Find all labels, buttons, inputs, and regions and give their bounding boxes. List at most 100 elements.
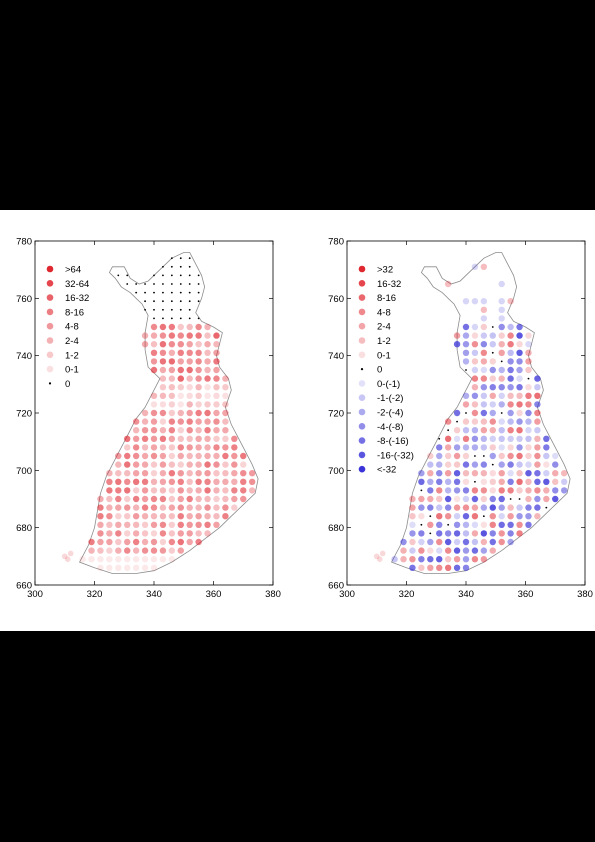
grid-cell (379, 550, 386, 557)
grid-cell (141, 487, 149, 494)
grid-cell (507, 521, 514, 528)
grid-cell (204, 487, 211, 494)
grid-cell (186, 409, 193, 417)
grid-cell (141, 478, 149, 485)
grid-cell (168, 452, 176, 460)
grid-cell (471, 332, 479, 339)
grid-cell (489, 521, 496, 528)
grid-cell (177, 547, 184, 554)
legend-marker (46, 322, 54, 330)
grid-cell (400, 538, 407, 546)
grid-cell (213, 384, 220, 391)
grid-cell (436, 564, 443, 571)
grid-cell (418, 513, 425, 520)
grid-cell (177, 392, 184, 399)
grid-cell-zero (518, 498, 521, 500)
grid-cell (409, 556, 416, 563)
grid-cell (489, 513, 496, 520)
grid-cell (222, 409, 229, 417)
grid-cell (480, 384, 488, 391)
grid-cell (150, 564, 158, 571)
grid-cell (124, 564, 131, 571)
grid-cell (480, 504, 488, 511)
grid-cell (525, 495, 532, 503)
grid-cell (195, 444, 202, 451)
grid-cell (195, 341, 202, 348)
legend-label: 8-16 (65, 307, 84, 318)
grid-cell (177, 478, 184, 485)
map-panel-2: 300 320 340 360 380 660 680 700 720 740 760 780 >32 1… (328, 237, 593, 601)
grid-cell (534, 461, 541, 468)
grid-cell (489, 495, 496, 503)
grid-cell (498, 341, 505, 348)
grid-cell (115, 538, 122, 546)
grid-cell (427, 470, 434, 477)
grid-cell (213, 392, 220, 399)
grid-cell-zero (179, 283, 182, 285)
grid-cell (444, 444, 452, 451)
grid-cell (480, 332, 488, 339)
grid-cell (141, 530, 149, 537)
grid-cell (453, 530, 461, 537)
grid-cell (195, 452, 202, 460)
grid-cell (195, 461, 202, 468)
grid-cell (525, 366, 532, 374)
grid-cell (132, 530, 140, 537)
grid-cell (534, 444, 541, 451)
grid-cell (195, 375, 202, 382)
grid-cell-zero (170, 308, 173, 311)
grid-cell (213, 495, 220, 503)
grid-cell-zero (474, 455, 476, 457)
grid-cell (231, 444, 238, 451)
grid-cell (168, 530, 176, 537)
grid-cell (204, 384, 211, 391)
grid-cell (489, 418, 496, 425)
grid-cell (507, 323, 514, 331)
y-tick-label: 780 (16, 237, 32, 248)
grid-cell (159, 478, 167, 485)
grid-cell (222, 461, 229, 468)
grid-cell (195, 358, 202, 365)
grid-cell (115, 470, 122, 477)
grid-cell-zero (144, 283, 146, 285)
grid-cell (507, 478, 514, 485)
grid-cell (480, 375, 488, 382)
grid-cell (543, 461, 550, 468)
x-tick-label: 320 (399, 589, 415, 600)
grid-cell (462, 470, 470, 477)
grid-cell (97, 513, 104, 520)
grid-cell (106, 521, 113, 528)
grid-cell (159, 530, 167, 537)
grid-cell (525, 487, 532, 494)
grid-cell (186, 495, 193, 503)
grid-cell (418, 547, 425, 554)
grid-cell (150, 547, 158, 554)
grid-cell (471, 427, 479, 434)
grid-cell (168, 444, 176, 451)
grid-cell (480, 263, 488, 270)
grid-cell (552, 461, 559, 468)
grid-cell (186, 435, 193, 442)
grid-cell (204, 392, 211, 399)
grid-cell (115, 547, 122, 554)
grid-cell (141, 504, 149, 511)
grid-cell (498, 495, 505, 503)
grid-cell (391, 556, 398, 563)
grid-cell (516, 427, 523, 434)
grid-cell-zero (162, 265, 164, 268)
grid-cell (534, 401, 541, 408)
grid-cell (462, 530, 470, 537)
grid-cell-zero (197, 291, 200, 294)
grid-cell (177, 495, 184, 503)
legend-label: 16-32 (65, 293, 89, 304)
grid-cell (525, 470, 532, 477)
grid-cell-zero (135, 291, 138, 294)
grid-cell (186, 384, 193, 391)
grid-cell (132, 444, 140, 451)
grid-cell (168, 487, 176, 494)
grid-cell (231, 435, 238, 442)
y-tick-label: 720 (328, 409, 344, 420)
grid-cell (106, 547, 113, 554)
grid-cell-zero (491, 463, 494, 466)
y-tick-label: 760 (328, 294, 344, 305)
